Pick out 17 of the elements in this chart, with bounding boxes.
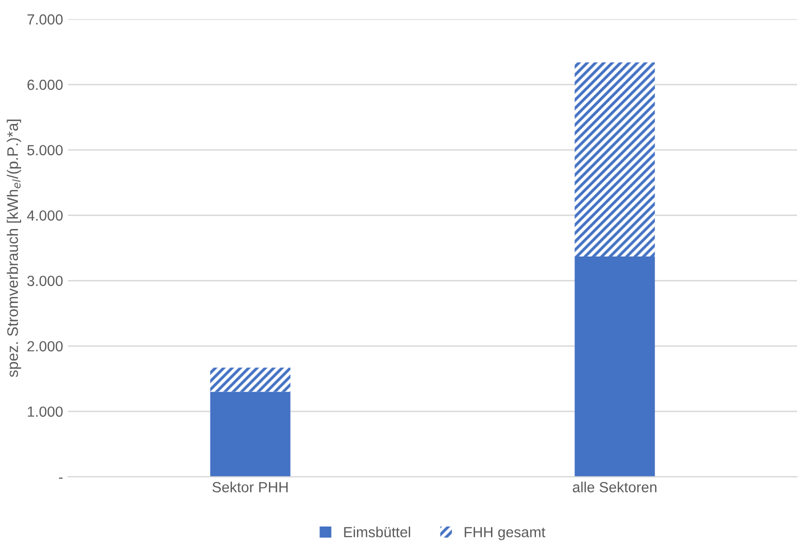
y-tick-label: 4.000	[27, 210, 63, 221]
y-tick-label: 3.000	[27, 276, 63, 286]
legend-label: Eimsbüttel	[344, 526, 410, 538]
bar	[210, 392, 290, 477]
y-tick-label: -	[59, 478, 63, 479]
x-tick-label: Sektor PHH	[212, 482, 288, 492]
y-tick-label: 1.000	[28, 406, 63, 417]
x-tick-label: alle Sektoren	[572, 482, 656, 492]
y-axis-title: spez. Stromverbrauch [kWh$_{el}$/(p.P.)*a]	[6, 120, 22, 378]
bar	[210, 368, 290, 392]
y-tick-label: 2.000	[27, 341, 63, 352]
y-tick-label: 6.000	[27, 80, 63, 90]
bar	[574, 62, 655, 256]
y-tick-label: 7.000	[27, 14, 63, 25]
bar	[574, 256, 655, 477]
y-tick-label: 5.000	[27, 145, 63, 156]
legend-label: FHH gesamt	[464, 527, 546, 540]
